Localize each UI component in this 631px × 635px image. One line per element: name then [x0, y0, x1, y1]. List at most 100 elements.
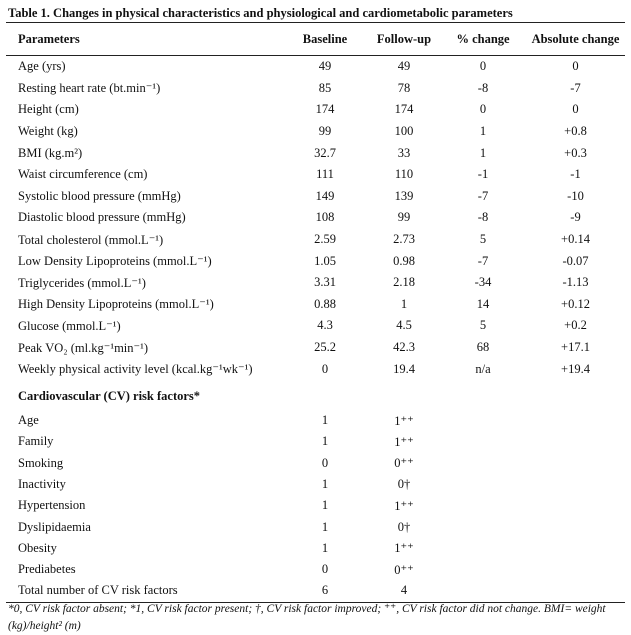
value-cell: 1	[479, 145, 487, 160]
value-cell: 0	[479, 59, 487, 74]
value-cell: +0.2	[564, 318, 587, 333]
empty-cell	[526, 516, 625, 537]
risk-factor-cell: Smoking	[18, 455, 64, 470]
value-cell: 1	[400, 296, 408, 311]
footnote: *0, CV risk factor absent; *1, CV risk f…	[8, 603, 606, 632]
empty-cell	[440, 453, 526, 474]
value-cell: 139	[394, 188, 414, 203]
risk-factor-cell: Family	[18, 434, 54, 449]
header-cell: Absolute change	[531, 31, 620, 46]
table-row: Weight (kg) 99 100 1 +0.8	[6, 121, 625, 143]
value-cell: 0⁺⁺	[394, 456, 414, 471]
value-cell: 1	[321, 519, 329, 534]
value-cell: -9	[570, 210, 581, 225]
value-cell: 174	[315, 102, 335, 117]
value-cell: 0	[321, 455, 329, 470]
empty-cell	[526, 474, 625, 495]
empty-cell	[440, 410, 526, 431]
empty-cell	[440, 495, 526, 516]
value-cell: 85	[318, 80, 332, 95]
empty-cell	[526, 580, 625, 602]
value-cell: 0	[321, 361, 329, 376]
value-cell: 14	[476, 296, 490, 311]
table-header: Parameters Baseline Follow-up % change Absol…	[6, 22, 625, 56]
value-cell: +0.8	[564, 124, 587, 139]
value-cell: 5	[479, 318, 487, 333]
parameter-cell: Resting heart rate (bt.min⁻¹)	[18, 81, 161, 96]
table-row: Glucose (mmol.L⁻¹) 4.3 4.5 5 +0.2	[6, 315, 625, 337]
value-cell: -7	[477, 188, 489, 203]
value-cell: -1	[477, 167, 489, 182]
header-cell: Baseline	[302, 31, 348, 46]
risk-factor-cell: Total number of CV risk factors	[18, 583, 178, 598]
value-cell: 0.88	[314, 296, 336, 311]
parameter-cell: Waist circumference (cm)	[18, 167, 148, 182]
value-cell: -1	[570, 167, 581, 182]
empty-cell	[440, 516, 526, 537]
parameter-cell: BMI (kg.m²)	[18, 145, 83, 160]
empty-cell	[526, 495, 625, 516]
value-cell: +0.14	[561, 232, 590, 247]
value-cell: 0	[572, 59, 579, 74]
value-cell: 4.5	[396, 318, 412, 333]
risk-row: Hypertension 1 1⁺⁺	[6, 495, 625, 516]
table-row: BMI (kg.m²) 32.7 33 1 +0.3	[6, 142, 625, 164]
header-row: Parameters Baseline Follow-up % change Absol…	[6, 22, 625, 56]
value-cell: 100	[394, 124, 414, 139]
table-row: Low Density Lipoproteins (mmol.L⁻¹) 1.05 0…	[6, 250, 625, 272]
value-cell: 25.2	[314, 340, 336, 355]
parameter-cell: Total cholesterol (mmol.L⁻¹)	[18, 232, 164, 247]
empty-cell	[440, 580, 526, 602]
risk-factor-cell: Inactivity	[18, 476, 66, 491]
table-row: High Density Lipoproteins (mmol.L⁻¹) 0.88…	[6, 294, 625, 316]
empty-cell	[526, 453, 625, 474]
value-cell: 42.3	[393, 340, 415, 355]
value-cell: 2.59	[314, 232, 336, 247]
value-cell: 6	[321, 583, 329, 598]
value-cell: -10	[567, 188, 584, 203]
risk-row: Prediabetes 0 0⁺⁺	[6, 559, 625, 580]
value-cell: 0	[321, 562, 329, 577]
risk-factor-cell: Age	[18, 413, 39, 428]
table-row: Waist circumference (cm) 111 110 -1 -1	[6, 164, 625, 186]
value-cell: 99	[397, 210, 411, 225]
value-cell: -7	[477, 253, 489, 268]
parameter-cell: Glucose (mmol.L⁻¹)	[18, 318, 121, 333]
value-cell: 78	[397, 80, 411, 95]
parameter-cell: Systolic blood pressure (mmHg)	[18, 188, 181, 203]
value-cell: 2.73	[393, 232, 415, 247]
risk-row: Age 1 1⁺⁺	[6, 410, 625, 431]
risk-row: Inactivity 1 0†	[6, 474, 625, 495]
value-cell: 32.7	[314, 145, 336, 160]
table-row: Resting heart rate (bt.min⁻¹) 85 78 -8 -7	[6, 78, 625, 100]
table-row: Diastolic blood pressure (mmHg) 108 99 -8 -9	[6, 207, 625, 229]
parameter-cell: Age (yrs)	[18, 59, 66, 74]
risk-row: Obesity 1 1⁺⁺	[6, 538, 625, 559]
empty-cell	[526, 538, 625, 559]
table: Parameters Baseline Follow-up % change Absol…	[6, 22, 625, 603]
value-cell: +0.3	[564, 145, 587, 160]
value-cell: 2.18	[393, 275, 415, 290]
table-row: Weekly physical activity level (kcal.kg⁻…	[6, 358, 625, 380]
table-row: Triglycerides (mmol.L⁻¹) 3.31 2.18 -34 -1.13	[6, 272, 625, 294]
value-cell: 1⁺⁺	[394, 498, 414, 513]
value-cell: 1	[321, 434, 329, 449]
parameter-cell: Triglycerides (mmol.L⁻¹)	[18, 275, 146, 290]
empty-cell	[526, 559, 625, 580]
value-cell: -7	[570, 80, 581, 95]
risk-row: Smoking 0 0⁺⁺	[6, 453, 625, 474]
value-cell: -0.07	[562, 253, 589, 268]
value-cell: 3.31	[314, 275, 336, 290]
value-cell: 49	[318, 59, 332, 74]
value-cell: 99	[318, 124, 332, 139]
parameter-cell: Low Density Lipoproteins (mmol.L⁻¹)	[18, 254, 212, 269]
header-cell: Follow-up	[376, 31, 432, 46]
value-cell: 111	[316, 167, 334, 182]
value-cell: 1	[321, 540, 329, 555]
header-cell: % change	[456, 31, 510, 46]
value-cell: 1	[479, 124, 487, 139]
section-title: Cardiovascular (CV) risk factors*	[18, 389, 201, 404]
table-row: Peak VO₂ (ml.kg⁻¹min⁻¹) 25.2 42.3 68 +17.1	[6, 337, 625, 359]
risk-row: Dyslipidaemia 1 0†	[6, 516, 625, 537]
empty-cell	[440, 431, 526, 452]
